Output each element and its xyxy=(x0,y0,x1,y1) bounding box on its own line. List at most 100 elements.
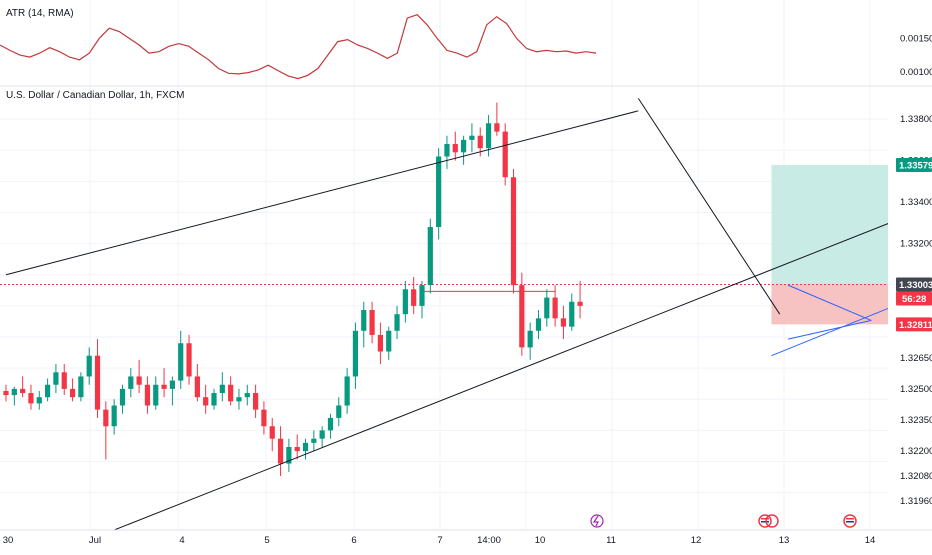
triangle-lower-line xyxy=(771,301,905,357)
countdown-badge xyxy=(896,291,932,306)
y-tick-label: 1.32080 xyxy=(900,471,932,482)
candle-body xyxy=(560,318,567,327)
candle-body xyxy=(228,384,234,402)
lightning-icon xyxy=(592,515,599,527)
candle-body xyxy=(544,297,550,319)
candle-body xyxy=(336,405,342,418)
y-tick-label: 1.33800 xyxy=(900,114,932,125)
candle-body xyxy=(169,380,175,389)
candle-body xyxy=(11,388,17,396)
y-tick-label: 1.32650 xyxy=(900,353,932,364)
candle-body xyxy=(219,384,225,394)
candle-body xyxy=(161,384,167,389)
candle-body xyxy=(419,285,425,306)
x-tick-label: 11 xyxy=(606,535,616,546)
atr-tick-label: 0.00150 xyxy=(900,33,932,44)
x-tick-label: 30 xyxy=(3,535,14,546)
countdown-text: 56:28 xyxy=(902,294,926,305)
x-tick-label: 14:00 xyxy=(477,535,501,546)
price-badge xyxy=(896,317,932,332)
candle-body xyxy=(527,330,533,348)
candle-body xyxy=(86,355,92,377)
candle-body xyxy=(344,376,350,406)
candle-body xyxy=(377,334,383,352)
y-tick-label: 1.32200 xyxy=(900,446,932,457)
price-badge-text: 1.33579 xyxy=(899,160,932,171)
candle-body xyxy=(144,384,151,406)
candle-body xyxy=(244,393,250,398)
candle-body xyxy=(119,388,126,406)
pennant-lower-line xyxy=(787,319,872,340)
candle-body xyxy=(45,384,51,398)
candle-body xyxy=(186,343,192,377)
candle-body xyxy=(78,376,84,398)
price-badge xyxy=(896,277,932,292)
price-badge-text: 1.33003 xyxy=(899,280,932,291)
x-tick-label: 13 xyxy=(779,535,790,546)
flag-stripe xyxy=(846,521,854,523)
candle-body xyxy=(94,355,101,410)
candle-body xyxy=(277,438,284,464)
candle-body xyxy=(136,376,142,385)
pennant-upper-line xyxy=(787,284,872,321)
candle-body xyxy=(386,330,392,352)
candle-body xyxy=(3,390,9,396)
x-tick-label: 6 xyxy=(351,535,356,546)
chart-title: U.S. Dollar / Canadian Dollar, 1h, FXCM xyxy=(6,90,184,101)
candle-body xyxy=(53,372,59,385)
candle-body xyxy=(461,139,467,153)
candle-body xyxy=(510,177,517,286)
candle-body xyxy=(444,144,450,157)
candle-body xyxy=(111,405,117,427)
candle-body xyxy=(427,227,433,286)
candle-body xyxy=(128,376,134,389)
candle-body xyxy=(535,318,542,331)
event-marker-icon xyxy=(765,514,779,528)
flag-stripe xyxy=(846,518,854,520)
atr-tick-label: 0.00100 xyxy=(900,67,932,78)
candle-body xyxy=(477,135,483,149)
candle-body xyxy=(178,343,184,381)
candle-body xyxy=(369,310,375,335)
candle-body xyxy=(69,388,76,398)
x-tick-label: 4 xyxy=(179,535,184,546)
candle-body xyxy=(569,301,575,327)
price-badge-text: 1.32811 xyxy=(899,320,932,331)
x-tick-label: 12 xyxy=(691,535,702,546)
event-marker-icon xyxy=(590,514,604,528)
x-tick-label: 5 xyxy=(264,535,269,546)
candle-body xyxy=(203,397,209,406)
candle-body xyxy=(20,388,26,394)
candle-body xyxy=(577,301,583,306)
y-tick-label: 1.33400 xyxy=(900,197,932,208)
y-tick-label: 1.32350 xyxy=(900,415,932,426)
candle-body xyxy=(261,409,267,427)
candle-body xyxy=(319,430,325,439)
candle-body xyxy=(352,330,359,377)
candle-body xyxy=(269,426,275,439)
candle-body xyxy=(394,314,400,331)
candle-body xyxy=(236,397,242,402)
candle-body xyxy=(194,376,200,398)
price-badge xyxy=(896,157,932,172)
x-tick-label: 7 xyxy=(437,535,442,546)
x-tick-label: Jul xyxy=(89,535,101,546)
candle-body xyxy=(411,289,417,306)
candle-body xyxy=(286,446,292,464)
candle-body xyxy=(211,393,217,406)
y-tick-label: 1.32500 xyxy=(900,384,932,395)
candle-body xyxy=(469,135,475,140)
upper-channel-line xyxy=(5,110,639,276)
atr-line xyxy=(0,14,597,80)
candle-body xyxy=(253,393,259,410)
flag-stripe xyxy=(761,518,769,520)
candle-body xyxy=(302,442,309,452)
candle-body xyxy=(452,144,458,153)
y-tick-label: 1.31960 xyxy=(900,496,932,507)
candle-body xyxy=(103,409,109,427)
candle-body xyxy=(519,285,525,348)
triangle-upper-line xyxy=(637,98,781,315)
flag-stripe xyxy=(761,521,769,523)
